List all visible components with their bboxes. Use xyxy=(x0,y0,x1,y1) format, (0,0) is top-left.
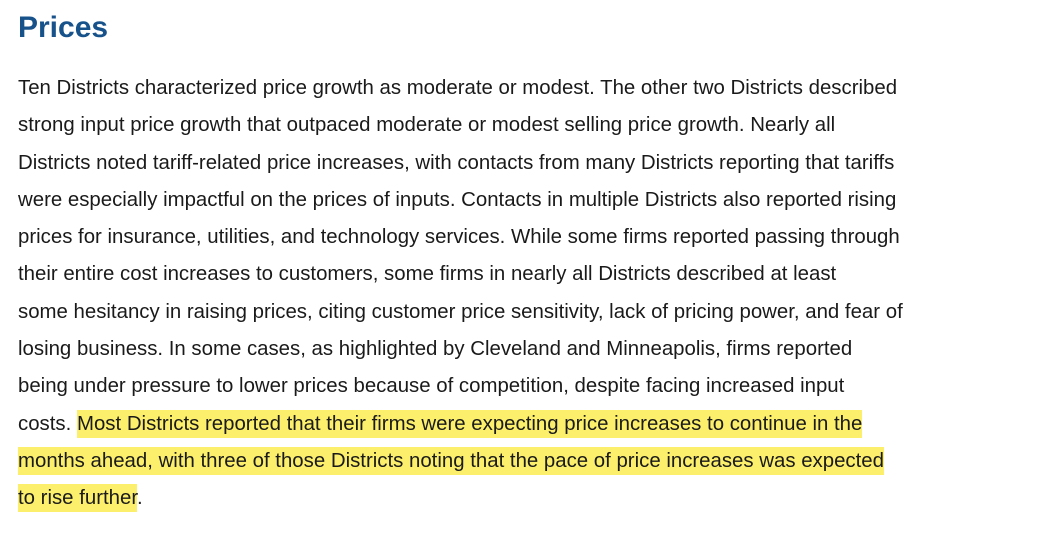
text: prices for insurance, utilities, and tec… xyxy=(18,226,900,249)
text: some hesitancy in raising prices, citing… xyxy=(18,300,903,323)
text: were especially impactful on the prices … xyxy=(18,188,897,211)
text-line: Districts noted tariff-related price inc… xyxy=(18,145,1043,182)
text-line: costs. Most Districts reported that their… xyxy=(18,406,1043,443)
section-heading: Prices xyxy=(18,11,109,44)
text-line: months ahead, with three of those Distri… xyxy=(18,443,1043,480)
text: strong input price growth that outpaced … xyxy=(18,114,836,137)
text-line: being under pressure to lower prices bec… xyxy=(18,368,1043,405)
text-line: were especially impactful on the prices … xyxy=(18,182,1043,219)
text-line: their entire cost increases to customers… xyxy=(18,256,1043,293)
text: costs. xyxy=(18,412,72,435)
text: losing business. In some cases, as highl… xyxy=(18,338,853,361)
text: Ten Districts characterized price growth… xyxy=(18,77,898,99)
text: being under pressure to lower prices bec… xyxy=(18,375,845,398)
text-line: strong input price growth that outpaced … xyxy=(18,107,1043,144)
highlighted-text: to rise further xyxy=(18,484,137,513)
text: Districts noted tariff-related price inc… xyxy=(18,151,895,174)
text-line: some hesitancy in raising prices, citing… xyxy=(18,294,1043,331)
text: . xyxy=(137,487,143,510)
text-line: Ten Districts characterized price growth… xyxy=(18,70,1043,107)
text-line: losing business. In some cases, as highl… xyxy=(18,331,1043,368)
text-line: prices for insurance, utilities, and tec… xyxy=(18,219,1043,256)
highlighted-text: Most Districts reported that their firms… xyxy=(76,409,863,438)
text: their entire cost increases to customers… xyxy=(18,263,837,286)
highlighted-text: months ahead, with three of those Distri… xyxy=(18,446,884,475)
text-line: to rise further. xyxy=(18,480,1043,517)
paragraph: Ten Districts characterized price growth… xyxy=(18,70,1043,518)
